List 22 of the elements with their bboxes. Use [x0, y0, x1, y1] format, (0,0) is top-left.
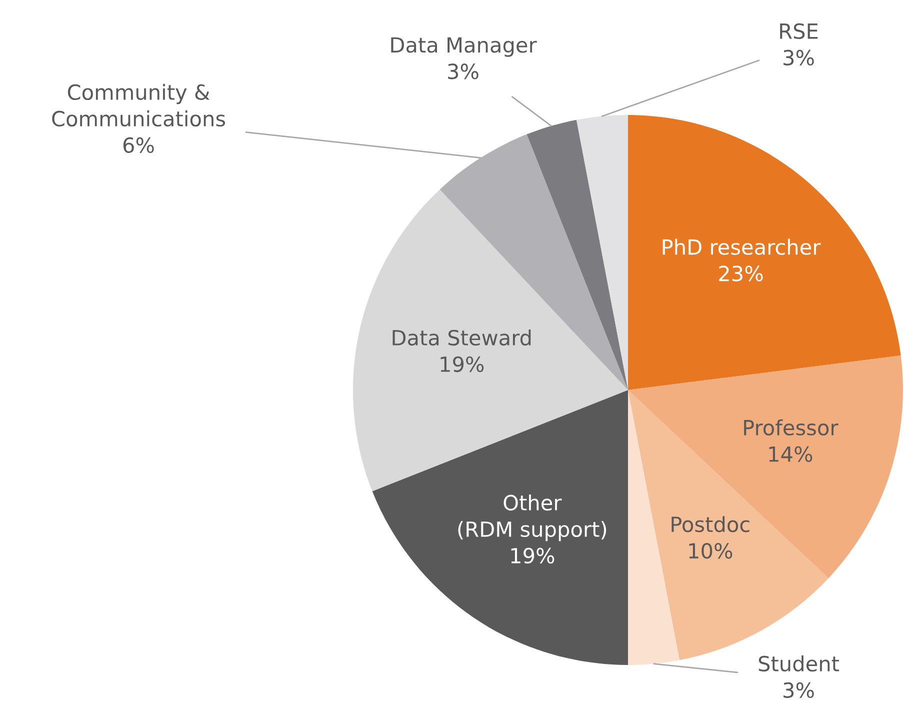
data-label: 3%	[448, 64, 478, 80]
pie-slice	[628, 115, 901, 390]
data-label: 14%	[769, 446, 812, 462]
pie-slice	[372, 390, 628, 665]
data-label: 3%	[784, 682, 814, 698]
slice-label: Data Steward	[392, 329, 531, 346]
slice-label: Community & Communications	[52, 84, 226, 127]
slice-label: RSE	[780, 23, 818, 40]
slice-label: PhD researcher	[662, 238, 821, 255]
slice-label: Other (RDM support)	[458, 494, 606, 542]
slice-label: Student	[758, 655, 840, 672]
data-label: 6%	[123, 137, 154, 154]
slice-label: Postdoc	[672, 516, 750, 532]
data-label: 23%	[719, 266, 763, 282]
data-label: 10%	[689, 542, 732, 559]
data-label: 19%	[511, 548, 554, 564]
pie-slice	[440, 134, 628, 390]
pie-slice	[628, 356, 903, 578]
data-label: 19%	[440, 356, 484, 372]
slice-label: Data Manager	[391, 37, 537, 57]
slice-label: Professor	[744, 419, 838, 436]
data-label: 3%	[784, 50, 814, 66]
